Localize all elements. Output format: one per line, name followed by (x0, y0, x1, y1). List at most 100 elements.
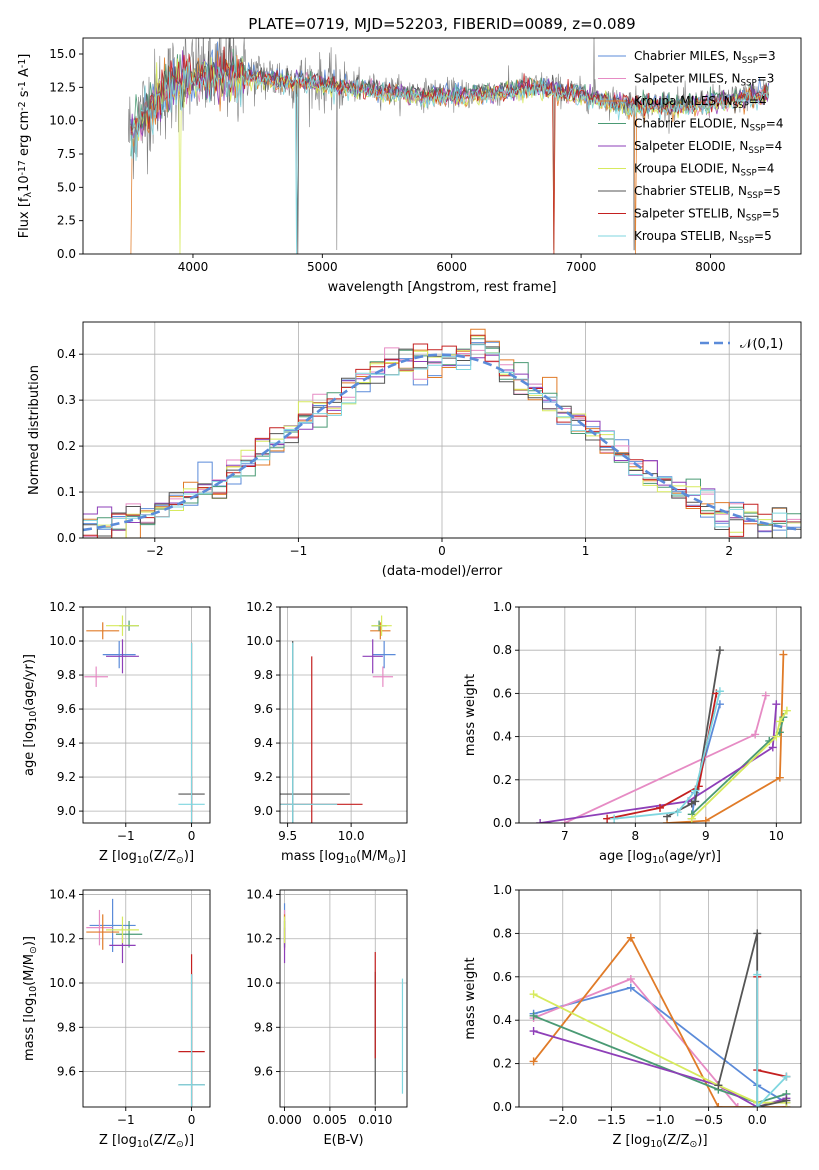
x-axis-label: Z [log10(Z/Z⊙)] (612, 1133, 707, 1150)
y-tick-label: 9.6 (254, 702, 273, 716)
series-marker (782, 1072, 791, 1081)
errorbar-kroupa-stelib (178, 642, 205, 823)
series-marker (603, 814, 612, 823)
legend-label-gaussian: 𝒩(0,1) (740, 337, 783, 352)
series-marker (687, 814, 696, 823)
plot-area (83, 328, 801, 538)
series-marker (701, 816, 710, 823)
series-line (540, 704, 778, 823)
series-marker (610, 814, 619, 823)
series-marker (529, 1057, 538, 1066)
y-axis-label: mass weight (463, 674, 478, 756)
mass-vs-ebv-panel: 0.000 0.005 0.010 9.6 9.8 10.0 10.2 10.4 E(B-V) (246, 887, 408, 1148)
y-axis-label: mass weight (463, 957, 478, 1039)
y-tick-label: 0.1 (57, 485, 76, 499)
y-axis-label: Normed distribution (27, 365, 42, 495)
x-tick-label: 2 (725, 544, 733, 558)
y-axis-label: Flux [fλ10-17 erg cm-2 s-1 A-1] (17, 54, 34, 239)
series-marker (772, 732, 781, 741)
y-tick-label: 2.5 (57, 214, 76, 228)
errorbar-salpeter-elodie (106, 639, 139, 674)
series-marker (656, 803, 664, 812)
errorbar-chabrier-elodie (115, 921, 143, 948)
plot-area (536, 646, 791, 823)
spectrum-panel: Chabrier MILES, NSSP=3 Salpeter MILES, NS… (17, 37, 802, 295)
series-marker (775, 717, 784, 726)
series-marker (753, 970, 762, 979)
errorbar-kroupa-elodie (371, 615, 392, 636)
series-marker (691, 797, 700, 806)
y-tick-label: 10.4 (246, 887, 273, 901)
series-line (532, 936, 787, 1107)
y-tick-label: 0.4 (493, 1013, 512, 1027)
plot-area (280, 615, 396, 823)
errorbar-kroupa-miles (86, 914, 120, 950)
series-marker (536, 819, 545, 823)
legend-label-kroupa-miles: Kroupa MILES, NSSP=4 (634, 94, 767, 111)
y-tick-label: 0.4 (57, 347, 76, 361)
errorbar-chabrier-miles (372, 641, 396, 669)
y-tick-label: 9.4 (57, 736, 76, 750)
y-tick-label: 0.0 (493, 816, 512, 830)
y-tick-label: 10.0 (246, 634, 273, 648)
y-tick-label: 1.0 (493, 600, 512, 614)
errorbar-kroupa-elodie (106, 615, 139, 636)
axes-frame (279, 889, 408, 1108)
series-line (756, 974, 788, 1107)
y-tick-label: 10.0 (49, 976, 76, 990)
x-tick-label: 10 (769, 829, 784, 843)
y-tick-label: 0.2 (493, 773, 512, 787)
x-axis-label: wavelength [Angstrom, rest frame] (328, 280, 557, 295)
y-tick-label: 9.0 (57, 804, 76, 818)
mass-weight-series-salpeter-stelib (753, 972, 791, 1081)
y-tick-label: 0.8 (493, 643, 512, 657)
mass-weight-series-chabrier-stelib (663, 646, 724, 821)
x-tick-label: 4000 (178, 260, 209, 274)
gaussian-curve (83, 353, 801, 532)
y-tick-label: 0.2 (57, 439, 76, 453)
series-marker (673, 808, 682, 817)
legend-label-chabrier-stelib: Chabrier STELIB, NSSP=5 (634, 184, 781, 201)
x-axis-label: Z [log10(Z/Z⊙)] (99, 1133, 194, 1150)
x-tick-label: −1 (290, 544, 308, 558)
model-spectrum-kroupa-stelib (130, 56, 770, 254)
y-tick-label: 9.8 (57, 668, 76, 682)
x-tick-label: −1.0 (645, 1113, 674, 1127)
y-tick-label: 9.8 (254, 668, 273, 682)
series-marker (714, 1081, 723, 1090)
figure-title: PLATE=0719, MJD=52203, FIBERID=0089, z=0… (248, 15, 635, 33)
y-axis-label: age [log10(age/yr)] (22, 654, 39, 776)
axes-frame (279, 606, 408, 824)
y-tick-label: 10.0 (49, 634, 76, 648)
axes-frame (82, 889, 211, 1108)
x-tick-label: −2 (146, 544, 164, 558)
axes-frame (518, 606, 802, 824)
axes-frame (82, 37, 802, 255)
plot-area (283, 903, 404, 1105)
y-tick-label: 10.0 (49, 114, 76, 128)
legend-label-kroupa-elodie: Kroupa ELODIE, NSSP=4 (634, 162, 774, 179)
y-tick-label: 9.2 (57, 770, 76, 784)
errorbar-salpeter-miles (372, 666, 394, 687)
series-marker (772, 700, 781, 709)
series-marker (691, 786, 700, 795)
series-line (606, 693, 718, 820)
errorbar-kroupa-miles (86, 622, 120, 640)
series-marker (751, 730, 760, 739)
y-tick-label: 5.0 (57, 180, 76, 194)
y-tick-label: 10.2 (49, 932, 76, 946)
mass-weight-series-kroupa-elodie (687, 706, 791, 823)
axes-frame (82, 606, 211, 824)
series-marker (761, 691, 770, 700)
residuals-panel: 𝒩(0,1) −2 −1 0 1 2 0.0 0.1 0.2 0.3 0.4 (data-model)… (27, 321, 802, 579)
series-marker (753, 1103, 762, 1107)
errorbar-kroupa-miles (370, 622, 391, 640)
series-marker (529, 1027, 538, 1036)
y-tick-label: 0.6 (493, 970, 512, 984)
series-marker (768, 743, 777, 752)
series-marker (779, 650, 788, 659)
series-marker (782, 706, 791, 715)
histogram-kroupa-stelib (83, 344, 801, 538)
y-axis-label: mass [log10(M/M⊙)] (22, 936, 39, 1061)
